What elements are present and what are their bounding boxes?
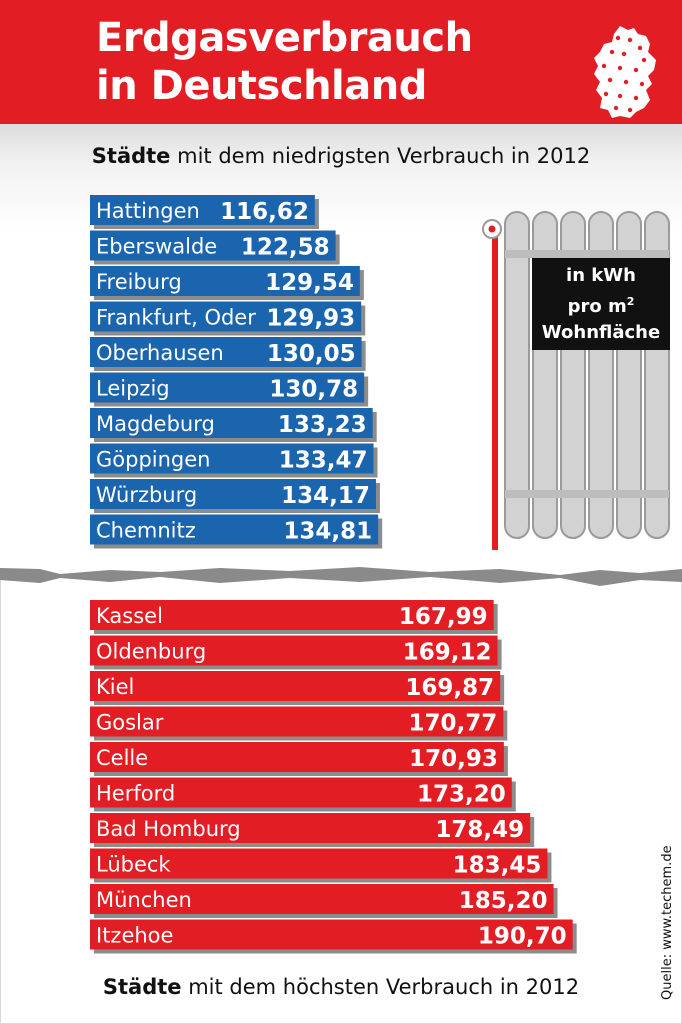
bar-category-label: Oldenburg (96, 640, 206, 664)
bar (90, 671, 501, 701)
bar-value-label: 133,47 (279, 448, 368, 474)
title-line-1: Erdgasverbrauch (96, 15, 473, 61)
bar-value-label: 130,05 (267, 341, 356, 367)
bar-value-label: 133,23 (278, 412, 367, 438)
bar-category-label: Göppingen (96, 448, 211, 472)
bar-category-label: Bad Homburg (96, 817, 241, 841)
bar-category-label: Leipzig (96, 377, 170, 401)
bar-value-label: 130,78 (269, 377, 358, 403)
bar-value-label: 190,70 (478, 924, 567, 950)
title-line-2: in Deutschland (96, 63, 427, 109)
bar-category-label: Magdeburg (96, 412, 215, 436)
page-title: Erdgasverbrauch in Deutschland (96, 14, 576, 110)
bar (90, 600, 494, 630)
bar (90, 443, 374, 474)
subtitle-highest-strong: Städte (102, 975, 182, 999)
unit-line-2-sup: 2 (626, 294, 635, 308)
bar-value-label: 173,20 (417, 782, 506, 808)
bar (90, 848, 548, 879)
torn-paper-divider (0, 567, 682, 586)
bar-category-label: München (96, 888, 192, 912)
bar-category-label: Oberhausen (96, 341, 224, 365)
bar-value-label: 122,58 (241, 235, 330, 261)
bar-value-label: 185,20 (459, 888, 548, 914)
bar (90, 706, 504, 737)
unit-line-1: in kWh (566, 264, 636, 286)
bar (90, 408, 373, 438)
bar (90, 635, 498, 666)
bar-value-label: 134,17 (281, 483, 370, 509)
bar-category-label: Freiburg (96, 270, 182, 294)
bar (90, 813, 531, 843)
bar-category-label: Herford (96, 782, 175, 806)
subtitle-lowest-rest: mit dem niedrigsten Verbrauch in 2012 (170, 144, 591, 168)
source-note: Quelle: www.techem.de (660, 845, 675, 1000)
bar-value-label: 129,93 (266, 306, 355, 332)
bar-category-label: Eberswalde (96, 235, 217, 259)
bar-value-label: 134,81 (283, 519, 372, 545)
bar-value-label: 169,12 (403, 640, 492, 666)
bar-value-label: 129,54 (265, 270, 354, 296)
bar-value-label: 170,77 (409, 711, 498, 737)
bar-category-label: Chemnitz (96, 519, 196, 543)
bar-value-label: 169,87 (405, 675, 494, 701)
bar (90, 919, 573, 950)
bar-value-label: 116,62 (220, 199, 309, 225)
bar-category-label: Itzehoe (96, 924, 173, 948)
bar (90, 337, 362, 367)
bar (90, 777, 512, 808)
bar-category-label: Kassel (96, 604, 163, 628)
unit-line-2: pro m2 (532, 289, 670, 320)
bar-value-label: 167,99 (399, 604, 488, 630)
bar (90, 514, 379, 545)
bar-category-label: Frankfurt, Oder (96, 306, 256, 330)
bar (90, 230, 336, 261)
subtitle-highest: Städte mit dem höchsten Verbrauch in 201… (0, 975, 682, 999)
subtitle-lowest-strong: Städte (91, 144, 171, 168)
bar-category-label: Celle (96, 746, 148, 770)
bar (90, 195, 315, 225)
bar-category-label: Würzburg (96, 483, 197, 507)
bar-category-label: Goslar (96, 711, 164, 735)
bar (90, 479, 376, 509)
bar-value-label: 170,93 (409, 746, 498, 772)
unit-label-box: in kWh pro m2 Wohnfläche (532, 258, 670, 350)
bar (90, 884, 554, 914)
chart-highest-consumption: Kassel 167,99 Oldenburg 169,12 Kiel 169,87 Gos… (90, 600, 577, 954)
subtitle-highest-rest: mit dem höchsten Verbrauch in 2012 (181, 975, 580, 999)
title-banner: Erdgasverbrauch in Deutschland (0, 0, 682, 124)
bar-category-label: Hattingen (96, 199, 200, 223)
bar-category-label: Lübeck (96, 853, 171, 877)
unit-line-2-text: pro m (567, 295, 627, 317)
bar (90, 372, 365, 403)
bar-category-label: Kiel (96, 675, 134, 699)
bar-value-label: 178,49 (435, 817, 524, 843)
bar (90, 301, 362, 332)
subtitle-lowest: Städte mit dem niedrigsten Verbrauch in … (0, 144, 682, 168)
bar-value-label: 183,45 (453, 853, 542, 879)
bar (90, 266, 360, 296)
germany-map-icon (594, 26, 656, 118)
bar (90, 742, 504, 772)
unit-line-3: Wohnfläche (541, 321, 661, 343)
